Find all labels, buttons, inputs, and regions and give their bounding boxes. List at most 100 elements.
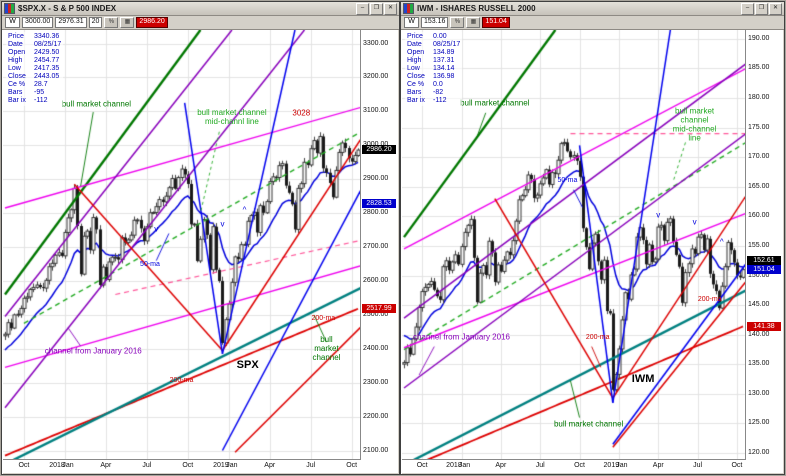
last-price-badge[interactable]: 151.04 bbox=[482, 17, 510, 28]
time-axis-label: Jul bbox=[535, 462, 545, 469]
chart-annotation: bull market channel bbox=[553, 419, 624, 429]
price-axis-label: 160.00 bbox=[748, 212, 770, 220]
price-axis-label: 2700.00 bbox=[363, 243, 389, 251]
time-axis[interactable]: Oct 2018 Jan Apr Jul Oct 2019 Jan Apr Jul Oct bbox=[402, 459, 746, 473]
info-label: Bar ix bbox=[407, 97, 425, 104]
price-axis-label: 145.00 bbox=[748, 301, 770, 309]
chart-annotation: channel from January 2016 bbox=[44, 346, 142, 356]
chart-annotation: bull market channel mid-channl line bbox=[197, 108, 267, 127]
price-axis-label: 2300.00 bbox=[363, 378, 389, 386]
info-label: High bbox=[407, 57, 422, 64]
price-axis-label: 2900.00 bbox=[363, 175, 389, 183]
data-readout-row: Price 3340.36 bbox=[8, 33, 61, 41]
iwm-chart-window: IWM - ISHARES RUSSELL 2000 – ❐ ✕ W 153.16% ▦… bbox=[400, 1, 785, 475]
quote-field[interactable]: 2976.31 bbox=[55, 17, 87, 28]
maximize-button[interactable]: ❐ bbox=[370, 2, 383, 15]
interval-selector[interactable]: W bbox=[5, 17, 20, 28]
info-value: -112 bbox=[34, 97, 48, 104]
quote-field[interactable]: 3000.00 bbox=[22, 17, 54, 28]
chart-annotation: 200-ma bbox=[585, 334, 610, 342]
time-axis-label: Apr bbox=[100, 462, 112, 469]
toolbar-button[interactable]: % bbox=[450, 17, 465, 28]
wave-marker: v bbox=[220, 219, 225, 229]
toolbar-button[interactable]: ▦ bbox=[120, 17, 135, 28]
data-readout-row: Close 2443.05 bbox=[8, 73, 61, 81]
toolbar-button[interactable]: % bbox=[104, 17, 119, 28]
close-button[interactable]: ✕ bbox=[769, 2, 782, 15]
price-axis-label: 2200.00 bbox=[363, 412, 389, 420]
time-axis-label: Jul bbox=[142, 462, 152, 469]
spx-toolbar: W 3000.00 2976.31 20% ▦ 2986.20 bbox=[2, 16, 399, 30]
close-button[interactable]: ✕ bbox=[384, 2, 397, 15]
minimize-button[interactable]: – bbox=[356, 2, 369, 15]
wave-marker: v bbox=[692, 218, 697, 228]
last-price-badge[interactable]: 2986.20 bbox=[136, 17, 168, 28]
info-value: 08/25/17 bbox=[433, 41, 461, 48]
price-axis-label: 2500.00 bbox=[363, 310, 389, 318]
quote-field[interactable]: 153.16 bbox=[421, 17, 449, 28]
time-axis[interactable]: Oct 2018 Jan Apr Jul Oct 2019 Jan Apr Jul Oct bbox=[3, 459, 361, 473]
info-label: Open bbox=[8, 49, 26, 56]
iwm-titlebar[interactable]: IWM - ISHARES RUSSELL 2000 – ❐ ✕ bbox=[401, 2, 784, 16]
info-label: Low bbox=[8, 65, 21, 72]
price-axis-label: 185.00 bbox=[748, 64, 770, 72]
price-axis[interactable]: 120.00 125.00 130.00 135.00 140.00 145.00 150.… bbox=[745, 30, 783, 473]
chart-annotation: 200-ma bbox=[311, 314, 336, 322]
info-label: Date bbox=[407, 41, 422, 48]
price-axis-label: 130.00 bbox=[748, 389, 770, 397]
info-label: Close bbox=[8, 73, 26, 80]
info-label: Ce % bbox=[8, 81, 26, 88]
data-readout-row: Bar ix -112 bbox=[8, 97, 61, 105]
spx-titlebar[interactable]: $SPX.X - S & P 500 INDEX – ❐ ✕ bbox=[2, 2, 399, 16]
price-axis-label: 140.00 bbox=[748, 330, 770, 338]
minimize-button[interactable]: – bbox=[741, 2, 754, 15]
iwm-chart-region: bull market channel bull market channel m… bbox=[402, 30, 783, 473]
price-axis-label: 165.00 bbox=[748, 182, 770, 190]
data-readout-panel: Price 0.00 Date 08/25/17 Open 134.89 High 137.3… bbox=[405, 32, 463, 106]
price-axis-label: 2400.00 bbox=[363, 344, 389, 352]
info-value: 136.98 bbox=[433, 73, 455, 80]
info-value: 0.00 bbox=[433, 33, 447, 40]
price-axis-label: 3200.00 bbox=[363, 73, 389, 81]
info-label: Open bbox=[407, 49, 425, 56]
quote-field[interactable]: 20 bbox=[88, 17, 103, 28]
time-axis-label: Oct bbox=[574, 462, 585, 469]
maximize-button[interactable]: ❐ bbox=[755, 2, 768, 15]
time-axis-label: Jul bbox=[693, 462, 703, 469]
price-axis-label: 170.00 bbox=[748, 153, 770, 161]
toolbar-button[interactable]: ▦ bbox=[466, 17, 481, 28]
price-tag: 151.04 bbox=[747, 264, 781, 274]
wave-marker: v bbox=[656, 210, 661, 220]
info-value: 08/25/17 bbox=[34, 41, 62, 48]
data-readout-row: Bars -82 bbox=[407, 89, 460, 97]
price-tag: 2986.20 bbox=[362, 145, 396, 155]
price-tag: 2517.99 bbox=[362, 304, 396, 314]
info-label: Close bbox=[407, 73, 425, 80]
price-axis-label: 2800.00 bbox=[363, 209, 389, 217]
data-readout-row: Date 08/25/17 bbox=[407, 41, 460, 49]
window-title: $SPX.X - S & P 500 INDEX bbox=[18, 4, 117, 13]
time-axis-label: Apr bbox=[652, 462, 664, 469]
price-axis-label: 135.00 bbox=[748, 360, 770, 368]
time-axis-label: Jul bbox=[306, 462, 316, 469]
time-axis-label: Oct bbox=[182, 462, 194, 469]
price-axis[interactable]: 2100.00 2200.00 2300.00 2400.00 2500.00 2600.… bbox=[360, 30, 398, 473]
price-axis-label: 2600.00 bbox=[363, 276, 389, 284]
info-value: 2454.77 bbox=[34, 57, 60, 64]
time-axis-label: Oct bbox=[18, 462, 30, 469]
data-readout-row: Ce % 28.7 bbox=[8, 81, 61, 89]
info-value: 2443.05 bbox=[34, 73, 60, 80]
price-axis-label: 120.00 bbox=[748, 449, 770, 457]
data-readout-row: Date 08/25/17 bbox=[8, 41, 61, 49]
price-axis-label: 175.00 bbox=[748, 123, 770, 131]
info-label: Price bbox=[8, 33, 24, 40]
time-axis-label: Jan bbox=[226, 462, 238, 469]
price-tag: 152.61 bbox=[747, 255, 781, 265]
chart-annotation: 3028 bbox=[292, 109, 311, 119]
info-label: Bars bbox=[8, 89, 23, 96]
data-readout-row: Ce % 0.0 bbox=[407, 81, 460, 89]
info-value: -112 bbox=[433, 97, 447, 104]
interval-selector[interactable]: W bbox=[404, 17, 419, 28]
symbol-label: SPX bbox=[236, 359, 259, 372]
wave-marker: v bbox=[154, 224, 159, 234]
